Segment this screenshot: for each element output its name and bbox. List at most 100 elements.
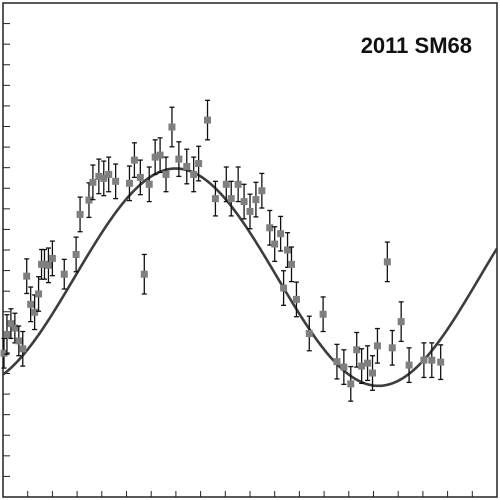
data-marker <box>280 284 288 292</box>
data-marker <box>227 195 235 203</box>
data-point <box>23 258 31 295</box>
data-marker <box>190 170 198 178</box>
data-point <box>40 248 48 280</box>
data-marker <box>364 359 372 367</box>
data-point <box>305 315 313 352</box>
data-point <box>437 344 445 381</box>
data-point <box>373 327 381 364</box>
data-marker <box>428 356 436 364</box>
data-marker <box>222 180 230 188</box>
data-point <box>211 180 219 217</box>
data-marker <box>35 290 43 298</box>
data-marker <box>347 380 355 388</box>
data-point <box>183 148 191 185</box>
data-point <box>3 314 11 355</box>
data-point <box>151 139 159 176</box>
data-marker <box>373 342 381 350</box>
data-marker <box>292 295 300 303</box>
data-marker <box>420 356 428 364</box>
fit-curve-layer <box>2 167 499 388</box>
data-point <box>240 183 248 220</box>
data-marker <box>162 170 170 178</box>
data-point <box>397 301 405 343</box>
data-point <box>130 142 138 179</box>
data-point <box>246 193 254 230</box>
data-marker <box>151 153 159 161</box>
data-point <box>364 345 372 382</box>
data-point <box>60 258 68 290</box>
data-marker <box>246 207 254 215</box>
data-point <box>347 365 355 402</box>
data-marker <box>72 250 80 258</box>
data-marker <box>48 254 56 262</box>
data-point <box>15 325 23 357</box>
data-point <box>204 99 212 141</box>
data-marker <box>353 346 361 354</box>
data-marker <box>175 155 183 163</box>
data-marker <box>204 116 212 124</box>
data-marker <box>76 210 84 218</box>
data-marker <box>40 260 48 268</box>
data-point <box>319 296 327 333</box>
data-point <box>27 286 35 323</box>
data-marker <box>168 123 176 131</box>
data-point <box>48 240 56 277</box>
data-marker <box>156 151 164 159</box>
data-point <box>388 329 396 366</box>
data-marker <box>105 170 113 178</box>
data-marker <box>23 272 31 280</box>
data-point <box>292 281 300 318</box>
data-marker <box>125 179 133 187</box>
data-marker <box>271 240 279 248</box>
data-point <box>105 156 113 193</box>
data-marker <box>383 258 391 266</box>
data-point <box>266 209 274 246</box>
data-marker <box>287 260 295 268</box>
data-point <box>156 137 164 174</box>
chart-title: 2011 SM68 <box>361 33 472 58</box>
data-point <box>358 348 366 385</box>
data-point <box>369 355 377 391</box>
data-point <box>100 160 108 197</box>
data-marker <box>266 224 274 232</box>
data-point <box>168 106 176 148</box>
data-marker <box>284 246 292 254</box>
data-marker <box>183 163 191 171</box>
fit-curve <box>2 167 499 388</box>
data-point <box>0 337 8 369</box>
data-point <box>195 145 203 182</box>
data-marker <box>258 187 266 195</box>
data-marker <box>11 324 19 332</box>
data-marker <box>211 195 219 203</box>
data-point <box>271 226 279 263</box>
data-point <box>428 342 436 379</box>
data-point <box>234 166 242 203</box>
data-marker <box>89 178 97 186</box>
data-marker <box>397 318 405 326</box>
data-point <box>35 276 43 312</box>
data-point <box>7 308 15 340</box>
data-marker <box>240 198 248 206</box>
data-point <box>140 253 148 295</box>
data-marker <box>340 363 348 371</box>
data-point <box>252 181 260 218</box>
data-marker <box>31 308 39 316</box>
data-marker <box>388 344 396 352</box>
data-marker <box>234 180 242 188</box>
data-marker <box>369 369 377 377</box>
data-marker <box>130 156 138 164</box>
data-marker <box>15 337 23 345</box>
data-marker <box>95 172 103 180</box>
data-point <box>258 172 266 209</box>
data-marker <box>19 345 27 353</box>
data-marker <box>60 270 68 278</box>
data-marker <box>437 358 445 366</box>
data-marker <box>112 177 120 185</box>
data-point <box>405 347 413 384</box>
data-point <box>89 164 97 201</box>
data-marker <box>145 180 153 188</box>
data-marker <box>136 173 144 181</box>
data-marker <box>85 196 93 204</box>
